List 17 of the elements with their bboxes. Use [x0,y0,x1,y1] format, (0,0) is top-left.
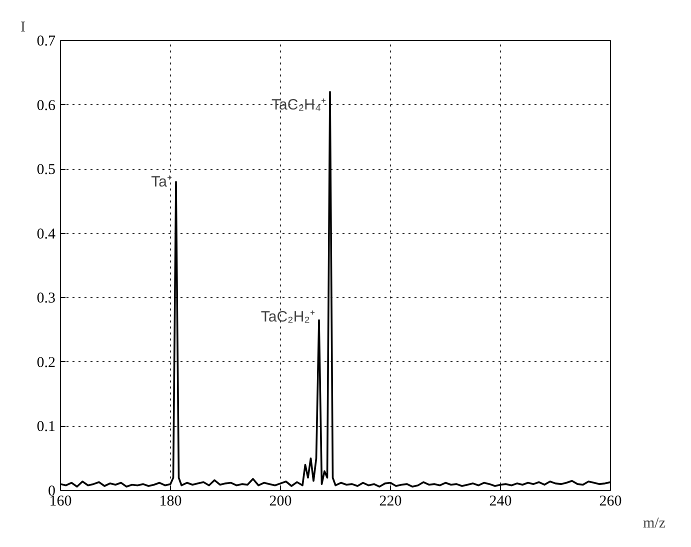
x-axis-title: m/z [643,516,666,532]
x-tick-label: 240 [489,494,512,510]
annotation: Ta⁺ [151,173,172,190]
y-axis-title: I [20,20,26,36]
y-tick-label: 0.5 [36,162,56,178]
y-tick-label: 0.6 [36,98,56,114]
annotation: TaC₂H₂⁺ [260,308,316,326]
y-tick-label: 0.2 [36,354,56,371]
x-tick-label: 260 [599,494,622,510]
x-tick-label: 220 [379,494,402,510]
annotation: TaC₂H₄⁺ [272,96,326,114]
y-tick-label: 0.1 [36,419,56,436]
y-tick-label: 0.4 [36,226,56,242]
x-tick-label: 200 [269,494,292,510]
y-tick-label: 0.3 [36,290,56,307]
x-tick-label: 180 [159,494,182,510]
y-tick-label: 0.7 [36,34,56,50]
